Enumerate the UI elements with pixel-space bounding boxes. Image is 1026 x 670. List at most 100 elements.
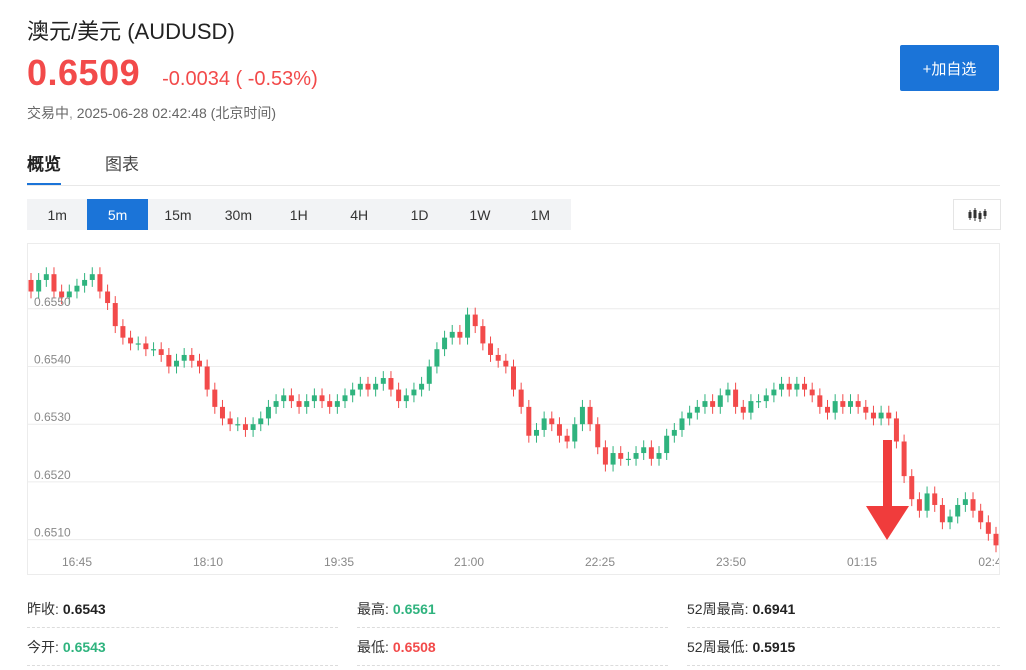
candle-125 — [985, 515, 991, 541]
candle-84 — [671, 423, 677, 443]
candle-1 — [36, 273, 42, 299]
candle-108 — [855, 394, 861, 414]
candle-85 — [679, 411, 685, 437]
period-1mo[interactable]: 1M — [530, 206, 551, 223]
candle-46 — [380, 371, 386, 391]
candle-4 — [59, 284, 65, 305]
candle-70 — [564, 428, 570, 449]
add-to-watchlist-button[interactable]: +加自选 — [900, 45, 999, 91]
candle-31 — [265, 399, 271, 426]
tab-overview[interactable]: 概览 — [27, 150, 61, 186]
x-tick-label-4: 22:25 — [585, 555, 615, 569]
candle-89 — [710, 394, 716, 414]
period-5m[interactable]: 5m — [87, 199, 148, 230]
candle-43 — [357, 376, 363, 397]
y-tick-label-4: 0.6510 — [34, 526, 71, 540]
candle-100 — [794, 376, 800, 397]
timezone-label: (北京时间) — [210, 105, 276, 121]
candle-52 — [426, 359, 432, 391]
candle-14 — [135, 336, 141, 351]
candle-22 — [196, 353, 202, 374]
candle-51 — [419, 376, 425, 397]
candle-111 — [878, 405, 884, 426]
candle-58 — [472, 307, 478, 334]
period-15m[interactable]: 15m — [164, 206, 192, 223]
y-tick-label-1: 0.6540 — [34, 353, 71, 367]
candle-80 — [641, 440, 647, 460]
down-arrow-icon — [866, 440, 909, 540]
candle-94 — [748, 394, 754, 420]
candle-88 — [702, 394, 708, 414]
candle-67 — [541, 411, 547, 437]
candle-47 — [388, 371, 394, 397]
period-4h[interactable]: 4H — [350, 206, 369, 223]
candle-77 — [618, 446, 624, 466]
price-chart[interactable]: 0.6550 0.6540 0.6530 0.6520 0.6510 16:45 18:1… — [27, 243, 1002, 575]
period-30m[interactable]: 30m — [224, 206, 252, 223]
stat-52w-high: 52周最高: 0.6941 — [687, 590, 1000, 628]
stat-prev-close: 昨收: 0.6543 — [27, 590, 338, 628]
stat-low: 最低: 0.6508 — [357, 628, 668, 666]
candle-83 — [664, 428, 670, 460]
candle-69 — [556, 417, 562, 443]
stat-open: 今开: 0.6543 — [27, 628, 338, 666]
candle-117 — [924, 486, 930, 518]
candle-98 — [779, 376, 785, 397]
candle-28 — [242, 417, 248, 437]
candle-126 — [993, 526, 999, 553]
candle-124 — [978, 503, 984, 530]
candle-95 — [756, 394, 762, 409]
y-tick-label-0: 0.6550 — [34, 295, 71, 309]
candle-75 — [602, 440, 608, 472]
x-tick-label-6: 01:15 — [847, 555, 877, 569]
period-1w[interactable]: 1W — [469, 206, 491, 223]
candle-81 — [648, 440, 654, 466]
candle-27 — [235, 417, 241, 432]
candle-54 — [442, 330, 448, 357]
x-axis-labels: 16:45 18:10 19:35 21:00 22:25 23:50 01:15 02:4 — [62, 555, 1002, 569]
candle-30 — [258, 411, 264, 432]
last-price: 0.6509 — [27, 52, 141, 93]
annotation-layer — [866, 440, 909, 540]
candle-53 — [434, 342, 440, 374]
candle-6 — [74, 278, 80, 299]
candle-50 — [411, 382, 417, 403]
candle-38 — [319, 388, 325, 409]
period-selector: 1m 5m 15m 30m 1H 4H 1D 1W 1M — [27, 199, 571, 230]
candle-32 — [273, 394, 279, 414]
candle-7 — [82, 273, 88, 293]
period-1m[interactable]: 1m — [47, 206, 67, 223]
candle-109 — [863, 399, 869, 420]
candle-118 — [932, 486, 938, 512]
candle-65 — [526, 399, 532, 443]
price-row: 0.6509 -0.0034 ( -0.53%) — [27, 52, 318, 94]
tab-chart[interactable]: 图表 — [105, 155, 139, 174]
candle-107 — [847, 394, 853, 414]
period-1d[interactable]: 1D — [410, 206, 429, 223]
candle-11 — [112, 296, 118, 334]
candle-48 — [396, 382, 402, 409]
candle-34 — [288, 388, 294, 409]
candle-92 — [733, 382, 739, 414]
period-1h[interactable]: 1H — [289, 206, 308, 223]
candle-73 — [587, 399, 593, 432]
candle-55 — [449, 324, 455, 345]
candle-64 — [518, 382, 524, 414]
candle-60 — [488, 336, 494, 362]
trading-status: 交易中, 2025-06-28 02:42:48 (北京时间) — [27, 105, 276, 121]
candles — [28, 267, 999, 553]
y-tick-label-2: 0.6530 — [34, 410, 71, 424]
candle-37 — [311, 388, 317, 409]
candle-56 — [457, 324, 463, 345]
candlestick-icon — [968, 207, 987, 222]
grid-lines — [28, 308, 999, 541]
candle-3 — [51, 267, 57, 299]
candle-76 — [610, 446, 616, 472]
candle-121 — [955, 498, 961, 524]
candle-86 — [687, 405, 693, 426]
candle-112 — [886, 405, 892, 426]
chart-type-button[interactable] — [953, 199, 1001, 230]
candle-114 — [901, 434, 907, 484]
candle-40 — [334, 394, 340, 414]
candle-103 — [817, 388, 823, 414]
